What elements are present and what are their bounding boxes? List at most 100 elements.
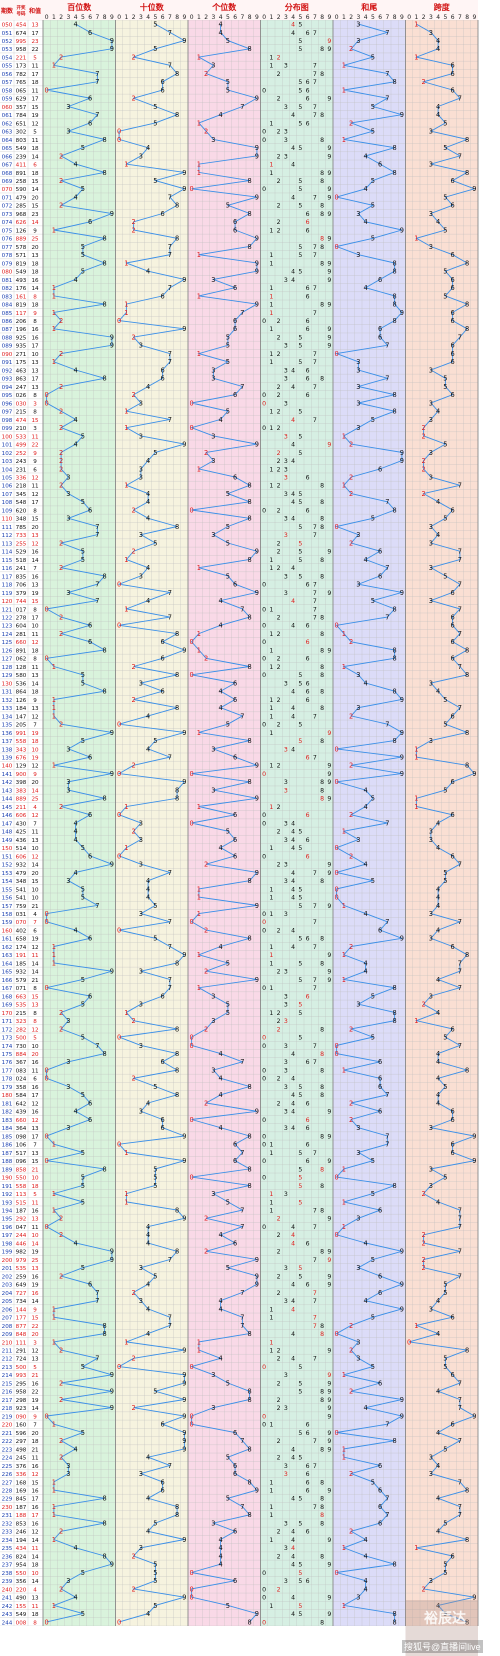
- draw-number: 065: [16, 88, 27, 94]
- draw-number: 247: [16, 385, 27, 391]
- position-digit: 1: [52, 1487, 56, 1495]
- draw-number: 185: [16, 961, 27, 967]
- span-digit: 7: [458, 152, 462, 160]
- distribution-digit: 4: [291, 1331, 295, 1338]
- position-digit: 5: [226, 202, 230, 210]
- issue-number: 229: [2, 1497, 13, 1503]
- distribution-digit: 7: [313, 755, 317, 762]
- distribution-digit: 8: [320, 1067, 324, 1074]
- distribution-digit: 1: [269, 409, 273, 416]
- position-digit: 1: [197, 169, 201, 177]
- span-digit: 6: [451, 1149, 455, 1157]
- span-digit: 4: [436, 1495, 440, 1503]
- draw-number: 889: [16, 237, 27, 243]
- distribution-digit: 9: [327, 1488, 331, 1495]
- distribution-digit: 1: [269, 285, 273, 292]
- position-digit: 9: [255, 902, 259, 910]
- sum-value: 15: [31, 879, 39, 885]
- sum-tail-digit: 6: [378, 1272, 382, 1280]
- distribution-digit: 3: [284, 1084, 288, 1091]
- distribution-digit: 3: [284, 532, 288, 539]
- issue-number: 165: [2, 970, 13, 976]
- distribution-digit: 2: [277, 804, 281, 811]
- sum-value: 7: [33, 1423, 37, 1429]
- position-digit: 0: [45, 1223, 49, 1231]
- position-digit: 1: [52, 1602, 56, 1610]
- distribution-digit: 5: [298, 450, 302, 457]
- position-digit: 5: [81, 548, 85, 556]
- sum-value: 12: [31, 1348, 38, 1354]
- distribution-digit: 2: [277, 384, 281, 391]
- sum-value: 17: [31, 500, 39, 506]
- position-digit: 9: [255, 152, 259, 160]
- position-digit: 4: [74, 819, 78, 827]
- position-digit: 8: [175, 202, 179, 210]
- distribution-digit: 6: [306, 1117, 310, 1124]
- distribution-digit: 0: [262, 1364, 266, 1371]
- distribution-digit: 9: [327, 145, 331, 152]
- sum-value: 4: [33, 912, 37, 918]
- position-digit: 4: [219, 1305, 223, 1313]
- issue-number: 079: [2, 261, 13, 267]
- header-digit: 0: [407, 14, 411, 21]
- position-digit: 2: [204, 70, 208, 78]
- issue-number: 143: [2, 788, 13, 794]
- sum-value: 10: [31, 887, 39, 893]
- issue-number: 098: [2, 418, 13, 424]
- distribution-digit: 3: [284, 343, 288, 350]
- header-digit: 5: [81, 14, 85, 21]
- distribution-digit: 6: [306, 318, 310, 325]
- distribution-digit: 8: [320, 1496, 324, 1503]
- distribution-digit: 6: [306, 689, 310, 696]
- distribution-digit: 5: [298, 549, 302, 556]
- position-digit: 6: [233, 811, 237, 819]
- position-digit: 4: [74, 441, 78, 449]
- distribution-digit: 2: [277, 1356, 281, 1363]
- span-digit: 5: [443, 1445, 447, 1453]
- draw-number: 529: [16, 550, 27, 556]
- draw-number: 785: [16, 525, 27, 531]
- sum-tail-digit: 5: [371, 1314, 375, 1322]
- position-digit: 9: [182, 1536, 186, 1544]
- distribution-digit: 1: [269, 730, 273, 737]
- distribution-digit: 4: [291, 1595, 295, 1602]
- span-digit: 6: [451, 1314, 455, 1322]
- position-digit: 2: [132, 333, 136, 341]
- position-digit: 4: [74, 21, 78, 29]
- header-digit: 5: [298, 14, 302, 21]
- position-digit: 1: [124, 844, 128, 852]
- distribution-digit: 7: [313, 244, 317, 251]
- position-digit: 8: [175, 959, 179, 967]
- distribution-digit: 2: [277, 334, 281, 341]
- position-digit: 8: [248, 614, 252, 622]
- position-digit: 2: [204, 1248, 208, 1256]
- sum-value: 12: [31, 1530, 38, 1536]
- span-digit: 7: [458, 1404, 462, 1412]
- sum-value: 14: [31, 187, 39, 193]
- distribution-digit: 0: [262, 1158, 266, 1165]
- span-digit: 5: [443, 877, 447, 885]
- position-digit: 0: [190, 1042, 194, 1050]
- distribution-digit: 8: [320, 689, 324, 696]
- sum-tail-digit: 0: [335, 745, 339, 753]
- position-digit: 5: [153, 449, 157, 457]
- distribution-digit: 4: [291, 1282, 295, 1289]
- distribution-digit: 5: [298, 104, 302, 111]
- draw-number: 954: [16, 1563, 27, 1569]
- distribution-digit: 7: [313, 919, 317, 926]
- sum-tail-digit: 8: [393, 1618, 397, 1626]
- position-digit: 7: [240, 1223, 244, 1231]
- position-digit: 9: [255, 548, 259, 556]
- distribution-digit: 0: [262, 87, 266, 94]
- position-digit: 7: [240, 1437, 244, 1445]
- position-digit: 9: [110, 729, 114, 737]
- position-digit: 2: [204, 1099, 208, 1107]
- distribution-digit: 4: [291, 1298, 295, 1305]
- distribution-digit: 8: [320, 936, 324, 943]
- span-digit: 5: [443, 1083, 447, 1091]
- position-digit: 5: [153, 935, 157, 943]
- draw-number: 356: [16, 1579, 27, 1585]
- span-digit: 6: [451, 506, 455, 514]
- position-digit: 7: [95, 1355, 99, 1363]
- distribution-digit: 9: [327, 1438, 331, 1445]
